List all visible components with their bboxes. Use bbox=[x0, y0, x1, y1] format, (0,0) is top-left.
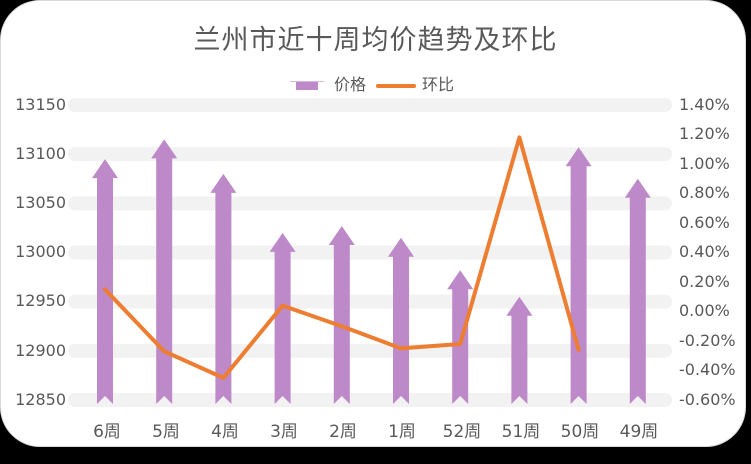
x-tick: 6周 bbox=[93, 422, 121, 442]
legend-bar-swatch-line bbox=[290, 81, 324, 82]
right-tick: -0.20% bbox=[679, 331, 736, 350]
legend-mom-swatch-icon bbox=[376, 84, 416, 88]
left-tick: 12850 bbox=[15, 390, 66, 409]
legend-price-swatch-icon bbox=[296, 82, 318, 90]
left-tick: 13000 bbox=[15, 242, 66, 261]
legend-mom-label: 环比 bbox=[422, 75, 455, 94]
price-bar bbox=[624, 178, 651, 404]
chart-title: 兰州市近十周均价趋势及环比 bbox=[193, 25, 558, 56]
price-bar bbox=[328, 225, 355, 404]
chart-card bbox=[0, 0, 746, 447]
right-tick: 0.20% bbox=[679, 272, 730, 291]
x-tick: 5周 bbox=[152, 422, 180, 442]
right-tick: 0.60% bbox=[679, 213, 730, 232]
left-tick: 13100 bbox=[15, 144, 66, 163]
left-tick: 13150 bbox=[15, 95, 66, 114]
price-bar bbox=[92, 159, 118, 404]
right-tick: 0.40% bbox=[679, 242, 730, 261]
right-tick: 0.00% bbox=[679, 301, 730, 320]
legend-price-label: 价格 bbox=[334, 75, 367, 94]
x-tick: 2周 bbox=[329, 422, 357, 442]
x-tick: 52周 bbox=[442, 422, 482, 442]
x-tick: 4周 bbox=[211, 422, 239, 442]
price-bar bbox=[210, 173, 237, 404]
legend: 价格 环比 bbox=[0, 74, 751, 96]
left-tick: 12900 bbox=[15, 341, 66, 360]
price-bars bbox=[92, 139, 651, 405]
right-tick: 1.00% bbox=[679, 154, 730, 173]
price-bar bbox=[506, 296, 533, 404]
left-tick: 12950 bbox=[15, 291, 66, 310]
right-tick: 0.80% bbox=[679, 183, 730, 202]
x-tick: 51周 bbox=[501, 422, 541, 442]
price-bar bbox=[269, 232, 296, 404]
price-bar bbox=[565, 147, 592, 405]
right-tick: -0.60% bbox=[679, 390, 736, 409]
price-bar bbox=[388, 237, 414, 404]
x-tick: 49周 bbox=[619, 422, 659, 442]
mom-line bbox=[103, 135, 581, 380]
price-bar bbox=[151, 139, 178, 404]
right-tick: -0.40% bbox=[679, 360, 736, 379]
gridlines bbox=[68, 98, 672, 407]
x-tick: 1周 bbox=[388, 422, 416, 442]
right-tick: 1.40% bbox=[679, 95, 730, 114]
right-tick: 1.20% bbox=[679, 124, 730, 143]
x-tick: 3周 bbox=[270, 422, 298, 442]
x-tick: 50周 bbox=[560, 422, 600, 442]
left-tick: 13050 bbox=[15, 193, 66, 212]
